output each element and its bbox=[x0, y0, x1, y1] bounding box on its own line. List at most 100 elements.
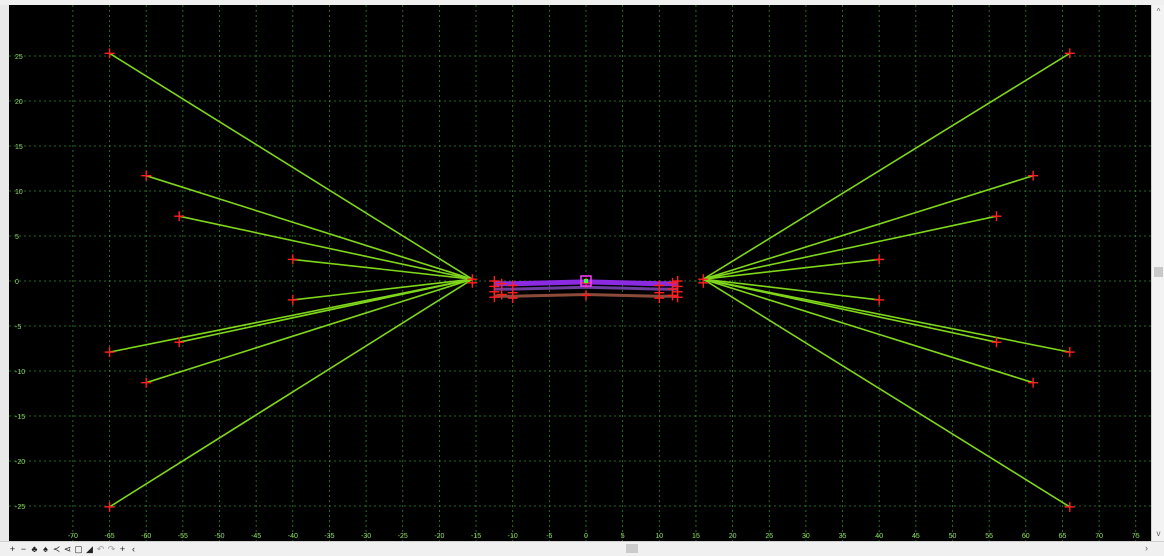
x-tick-label: -25 bbox=[398, 533, 408, 540]
point-marker bbox=[991, 337, 1002, 348]
scroll-down-icon[interactable]: v bbox=[1156, 529, 1161, 538]
radiating-line bbox=[109, 278, 473, 508]
x-tick-label: 5 bbox=[621, 533, 625, 540]
y-tick-label: -25 bbox=[15, 504, 25, 511]
point-marker bbox=[174, 337, 185, 348]
cross-icon[interactable]: + bbox=[119, 544, 126, 554]
x-tick-label: -10 bbox=[508, 533, 518, 540]
point-marker bbox=[1028, 377, 1039, 388]
redo-icon[interactable]: ↷ bbox=[107, 544, 116, 554]
tree-icon[interactable]: ♣ bbox=[31, 544, 38, 554]
x-tick-label: 30 bbox=[802, 533, 810, 540]
x-tick-label: 10 bbox=[655, 533, 663, 540]
undo-icon[interactable]: ↶ bbox=[96, 544, 105, 554]
point-marker bbox=[496, 278, 507, 289]
point-marker bbox=[287, 294, 298, 305]
point-marker bbox=[1028, 170, 1039, 181]
horizontal-scroll-thumb[interactable] bbox=[626, 544, 638, 553]
point-marker bbox=[874, 254, 885, 265]
x-tick-label: 0 bbox=[584, 533, 588, 540]
corner-icon[interactable]: ◢ bbox=[86, 544, 93, 554]
point-marker bbox=[104, 347, 115, 358]
radiating-line bbox=[109, 52, 473, 280]
point-marker bbox=[667, 290, 678, 301]
x-tick-label: -35 bbox=[324, 533, 334, 540]
x-tick-label: 60 bbox=[1022, 533, 1030, 540]
point-marker bbox=[174, 211, 185, 222]
point-marker bbox=[1064, 501, 1075, 512]
point-marker bbox=[507, 293, 518, 304]
chevron-left-icon[interactable]: ‹ bbox=[132, 544, 135, 554]
point-marker bbox=[698, 277, 709, 288]
radiating-line bbox=[703, 278, 1070, 353]
center-marker-dot bbox=[584, 279, 588, 283]
x-tick-label: 25 bbox=[765, 533, 773, 540]
vertical-scroll-thumb[interactable] bbox=[1154, 267, 1163, 277]
radiating-line bbox=[292, 278, 473, 301]
x-tick-label: -30 bbox=[361, 533, 371, 540]
x-tick-label: 35 bbox=[839, 533, 847, 540]
x-tick-label: 65 bbox=[1059, 533, 1067, 540]
radiating-line bbox=[145, 278, 473, 384]
x-tick-label: -15 bbox=[471, 533, 481, 540]
x-tick-label: 70 bbox=[1095, 533, 1103, 540]
bottom-toolbar: + − ♣ ♠ ≺ ⋖ ▢ ◢ ↶ ↷ + ‹ › bbox=[0, 541, 1164, 556]
scroll-up-icon[interactable]: ^ bbox=[1156, 7, 1161, 16]
plus-icon[interactable]: + bbox=[9, 544, 16, 554]
horizontal-scrollbar[interactable]: › bbox=[128, 543, 1150, 555]
toolbar-icons: + − ♣ ♠ ≺ ⋖ ▢ ◢ ↶ ↷ + ‹ bbox=[8, 543, 138, 555]
point-marker bbox=[581, 290, 591, 301]
connect-icon[interactable]: ≺ bbox=[52, 544, 61, 554]
radiating-line bbox=[703, 174, 1034, 280]
radiating-line bbox=[703, 278, 880, 301]
y-tick-label: -5 bbox=[15, 324, 21, 331]
window-icon[interactable]: ▢ bbox=[74, 544, 83, 554]
point-marker bbox=[141, 377, 152, 388]
x-tick-label: -70 bbox=[68, 533, 78, 540]
x-tick-label: 20 bbox=[729, 533, 737, 540]
x-tick-label: 45 bbox=[912, 533, 920, 540]
group-icon[interactable]: ♠ bbox=[43, 544, 48, 554]
point-marker bbox=[104, 501, 115, 512]
radiating-line bbox=[703, 278, 1034, 384]
point-marker bbox=[467, 277, 478, 288]
x-tick-label: 55 bbox=[985, 533, 993, 540]
point-marker bbox=[496, 289, 507, 300]
radiating-line bbox=[109, 278, 473, 353]
points-layer bbox=[104, 48, 1075, 512]
x-tick-label: -65 bbox=[104, 533, 114, 540]
point-marker bbox=[874, 294, 885, 305]
x-tick-label: -55 bbox=[178, 533, 188, 540]
x-tick-label: 75 bbox=[1132, 533, 1140, 540]
minus-icon[interactable]: − bbox=[20, 544, 27, 554]
radiating-lines-layer bbox=[109, 52, 1071, 508]
radiating-line bbox=[179, 215, 473, 280]
y-tick-label: 10 bbox=[15, 189, 23, 196]
point-marker bbox=[1064, 347, 1075, 358]
point-marker bbox=[104, 48, 115, 59]
y-tick-label: -20 bbox=[15, 459, 25, 466]
vertical-scrollbar[interactable]: ^ v bbox=[1151, 5, 1164, 541]
scroll-right-icon[interactable]: › bbox=[1145, 543, 1148, 553]
y-tick-label: 15 bbox=[15, 144, 23, 151]
grid-layer bbox=[9, 5, 1151, 541]
y-tick-label: -15 bbox=[15, 414, 25, 421]
x-tick-label: -60 bbox=[141, 533, 151, 540]
point-marker bbox=[991, 211, 1002, 222]
y-tick-label: 20 bbox=[15, 99, 23, 106]
x-tick-label: 50 bbox=[949, 533, 957, 540]
link-icon[interactable]: ⋖ bbox=[63, 544, 72, 554]
radiating-line bbox=[145, 174, 473, 280]
y-tick-label: 5 bbox=[15, 234, 19, 241]
x-tick-label: -50 bbox=[214, 533, 224, 540]
x-tick-label: 15 bbox=[692, 533, 700, 540]
radiating-line bbox=[703, 215, 997, 280]
x-tick-label: -40 bbox=[288, 533, 298, 540]
x-tick-label: -20 bbox=[434, 533, 444, 540]
cross-section-viewport[interactable]: 25 20 15 10 5 0 -5 -10 -15 -20 -25 -70 -65 -60 -55 -50-… bbox=[9, 5, 1151, 541]
point-marker bbox=[141, 170, 152, 181]
radiating-line bbox=[702, 278, 1071, 508]
